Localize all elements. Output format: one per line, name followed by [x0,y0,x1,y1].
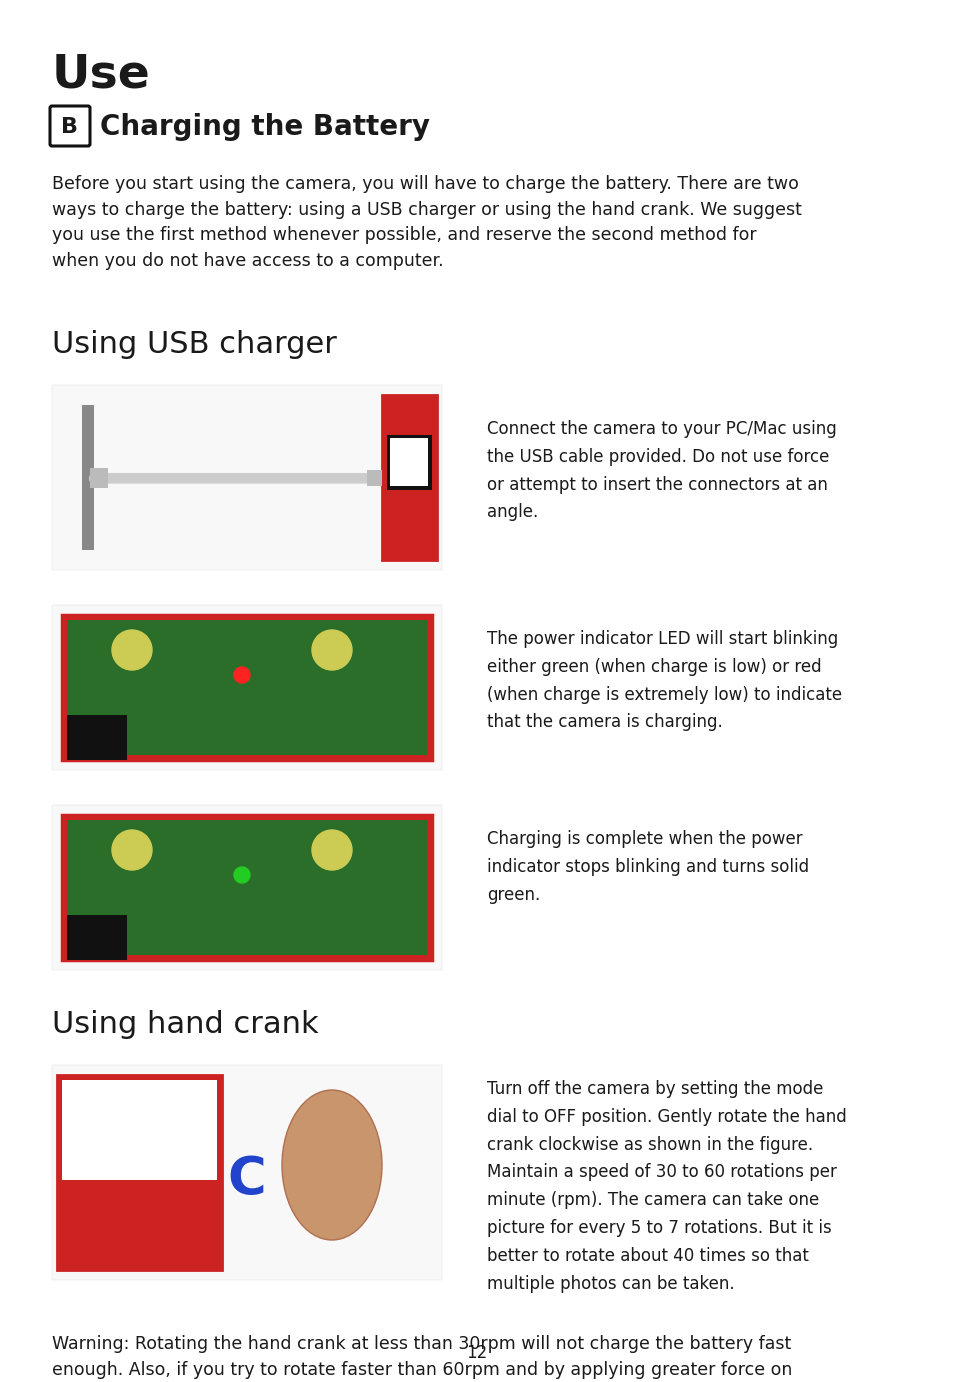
Circle shape [312,831,352,871]
Bar [52,1066,441,1280]
Bar [367,470,381,485]
Bar [62,815,432,960]
Bar [67,915,127,960]
Bar [52,386,441,569]
Text: Charging is complete when the power
indicator stops blinking and turns solid
gre: Charging is complete when the power indi… [486,831,808,904]
Text: Using USB charger: Using USB charger [52,330,336,359]
Text: Turn off the camera by setting the mode
dial to OFF position. Gently rotate the : Turn off the camera by setting the mode … [486,1079,846,1292]
Bar [52,605,441,770]
Bar [90,467,108,488]
Bar [52,386,441,569]
Bar [390,438,428,486]
Bar [52,1066,441,1280]
Text: Charging the Battery: Charging the Battery [100,113,430,141]
Bar [67,621,427,755]
Text: B: B [61,117,78,137]
Bar [381,395,436,560]
Text: 12: 12 [466,1345,487,1363]
Bar [67,820,427,955]
Text: The power indicator LED will start blinking
either green (when charge is low) or: The power indicator LED will start blink… [486,630,841,731]
Bar [82,405,94,550]
Bar [387,435,432,491]
Bar [52,804,441,970]
Ellipse shape [282,1090,381,1240]
FancyBboxPatch shape [50,106,90,146]
Text: C: C [228,1154,266,1206]
Bar [62,615,432,760]
Circle shape [112,831,152,871]
Bar [62,1079,216,1180]
Circle shape [312,630,352,670]
Bar [52,605,441,770]
Circle shape [233,867,250,883]
Circle shape [233,668,250,683]
Text: Using hand crank: Using hand crank [52,1010,318,1039]
Circle shape [112,630,152,670]
Bar [57,1075,222,1270]
Bar [52,804,441,970]
Bar [67,714,127,760]
Text: Use: Use [52,53,151,97]
Text: Connect the camera to your PC/Mac using
the USB cable provided. Do not use force: Connect the camera to your PC/Mac using … [486,420,836,521]
Text: Warning: Rotating the hand crank at less than 30rpm will not charge the battery : Warning: Rotating the hand crank at less… [52,1335,792,1382]
Text: Before you start using the camera, you will have to charge the battery. There ar: Before you start using the camera, you w… [52,176,801,269]
